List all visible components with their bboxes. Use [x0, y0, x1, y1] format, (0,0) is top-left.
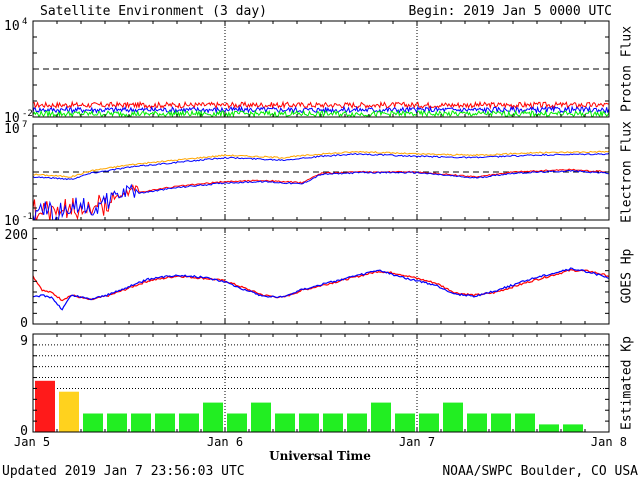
panel-label-electron: Electron Flux [620, 121, 635, 223]
plot-area-proton [33, 21, 609, 117]
proton-series-line [33, 100, 609, 110]
kp-bar [299, 413, 319, 432]
y-tick-label-bottom: 10 [4, 214, 20, 229]
y-tick-exp-bottom: -1 [22, 212, 33, 222]
y-tick-exp-bottom: -2 [22, 109, 33, 119]
kp-bar [323, 413, 343, 432]
plot-area-estimated_kp [33, 334, 609, 432]
electron-series-line [33, 152, 609, 181]
x-tick-label: Jan 6 [207, 435, 243, 449]
kp-bar [35, 380, 55, 432]
kp-bar [347, 413, 367, 432]
kp-bar [467, 413, 487, 432]
y-tick-label-top: 10 [4, 122, 20, 137]
kp-bar [203, 402, 223, 432]
x-axis-label: Universal Time [269, 449, 371, 463]
electron-series-line [33, 168, 609, 220]
kp-bar [443, 402, 463, 432]
kp-bar [563, 424, 583, 432]
kp-bar [83, 413, 103, 432]
electron-series-line [33, 150, 609, 178]
kp-bar [491, 413, 511, 432]
plot-area-goes_hp [33, 228, 609, 324]
kp-bar [131, 413, 151, 432]
updated-time: Updated 2019 Jan 7 23:56:03 UTC [2, 464, 245, 479]
panel-label-goes_hp: GOES Hp [620, 248, 635, 303]
kp-bar [59, 391, 79, 432]
kp-bar [419, 413, 439, 432]
plot-area-electron [33, 124, 609, 220]
y-tick-exp-top: 4 [22, 17, 27, 27]
y-tick-label-top: 10 [4, 19, 20, 34]
kp-bar [155, 413, 175, 432]
kp-bar [515, 413, 535, 432]
chart-title: Satellite Environment (3 day) [40, 4, 267, 19]
x-tick-label: Jan 8 [591, 435, 627, 449]
kp-bar [539, 424, 559, 432]
y-tick-label-bottom: 0 [20, 316, 28, 331]
begin-time: Begin: 2019 Jan 5 0000 UTC [409, 4, 613, 19]
kp-bar [227, 413, 247, 432]
proton-series-line [33, 105, 609, 115]
y-tick-label-top: 9 [20, 334, 28, 349]
hp-series-line [33, 267, 609, 311]
electron-series-line [33, 169, 609, 220]
panel-frame [32, 227, 610, 325]
x-tick-label: Jan 5 [14, 435, 50, 449]
credit: NOAA/SWPC Boulder, CO USA [442, 464, 638, 479]
y-tick-label-top: 200 [5, 228, 28, 243]
y-tick-exp-top: 7 [22, 120, 27, 130]
panel-label-proton: Proton Flux [620, 26, 635, 112]
kp-bar [371, 402, 391, 432]
y-tick-label-bottom: 10 [4, 111, 20, 126]
y-tick-label-bottom: 0 [20, 424, 28, 439]
kp-bar [179, 413, 199, 432]
panel-label-estimated_kp: Estimated Kp [620, 336, 635, 430]
x-tick-label: Jan 7 [399, 435, 435, 449]
kp-bar [251, 402, 271, 432]
kp-bar [275, 413, 295, 432]
kp-bar [395, 413, 415, 432]
kp-bar [107, 413, 127, 432]
